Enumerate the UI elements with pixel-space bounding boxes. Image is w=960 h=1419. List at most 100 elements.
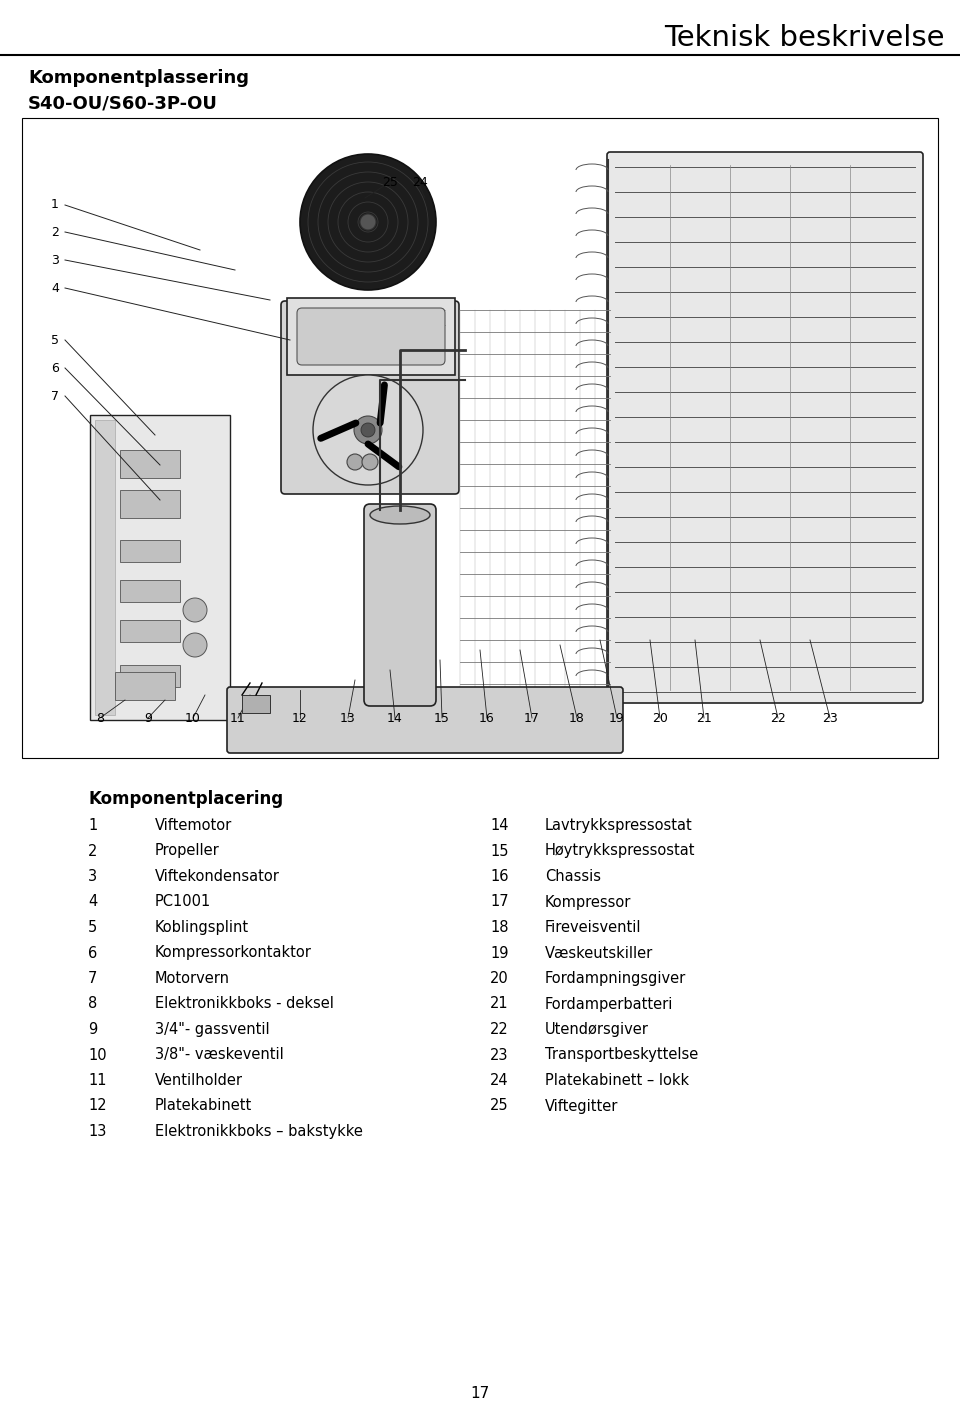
Text: 16: 16 <box>479 711 494 725</box>
Text: 9: 9 <box>88 1022 97 1037</box>
Text: 7: 7 <box>51 389 59 403</box>
Text: Platekabinett – lokk: Platekabinett – lokk <box>545 1073 689 1088</box>
Text: 17: 17 <box>524 711 540 725</box>
Text: 19: 19 <box>490 945 509 961</box>
Text: Utendørsgiver: Utendørsgiver <box>545 1022 649 1037</box>
Text: Væskeutskiller: Væskeutskiller <box>545 945 653 961</box>
Text: PC1001: PC1001 <box>155 894 211 910</box>
Text: Høytrykkspressostat: Høytrykkspressostat <box>545 843 695 858</box>
Text: 3/4"- gassventil: 3/4"- gassventil <box>155 1022 270 1037</box>
Text: 13: 13 <box>88 1124 107 1139</box>
Text: Transportbeskyttelse: Transportbeskyttelse <box>545 1047 698 1063</box>
FancyBboxPatch shape <box>607 152 923 702</box>
Text: 6: 6 <box>51 362 59 375</box>
Text: Elektronikkboks – bakstykke: Elektronikkboks – bakstykke <box>155 1124 363 1139</box>
Text: 22: 22 <box>490 1022 509 1037</box>
Text: 17: 17 <box>470 1385 490 1401</box>
Text: Ventilholder: Ventilholder <box>155 1073 243 1088</box>
Circle shape <box>360 214 376 230</box>
Bar <box>287 298 455 375</box>
Text: 17: 17 <box>490 894 509 910</box>
Bar <box>120 580 180 602</box>
Text: 1: 1 <box>88 817 97 833</box>
Text: 19: 19 <box>610 711 625 725</box>
Text: Lavtrykkspressostat: Lavtrykkspressostat <box>545 817 693 833</box>
Text: 15: 15 <box>490 843 509 858</box>
Text: 22: 22 <box>770 711 786 725</box>
Text: 20: 20 <box>490 971 509 986</box>
Text: 6: 6 <box>88 945 97 961</box>
Text: 1: 1 <box>51 199 59 211</box>
Bar <box>120 620 180 641</box>
Text: 9: 9 <box>144 711 152 725</box>
Text: 20: 20 <box>652 711 668 725</box>
Text: Kompressorkontaktor: Kompressorkontaktor <box>155 945 312 961</box>
Text: 8: 8 <box>96 711 104 725</box>
Text: Koblingsplint: Koblingsplint <box>155 920 250 935</box>
Text: 10: 10 <box>185 711 201 725</box>
Text: Motorvern: Motorvern <box>155 971 230 986</box>
Bar <box>120 541 180 562</box>
Text: 11: 11 <box>88 1073 107 1088</box>
Text: 2: 2 <box>51 226 59 238</box>
FancyBboxPatch shape <box>227 687 623 753</box>
Bar <box>120 450 180 478</box>
Circle shape <box>183 633 207 657</box>
Text: 11: 11 <box>230 711 246 725</box>
Text: 13: 13 <box>340 711 356 725</box>
Text: 4: 4 <box>51 281 59 295</box>
Text: 2: 2 <box>88 843 97 858</box>
Text: Viftekondensator: Viftekondensator <box>155 868 280 884</box>
Text: Propeller: Propeller <box>155 843 220 858</box>
Text: 18: 18 <box>569 711 585 725</box>
Text: 24: 24 <box>490 1073 509 1088</box>
Text: 16: 16 <box>490 868 509 884</box>
Text: 10: 10 <box>88 1047 107 1063</box>
Text: 24: 24 <box>412 176 428 189</box>
Bar <box>90 414 230 719</box>
Text: 23: 23 <box>490 1047 509 1063</box>
Text: Teknisk beskrivelse: Teknisk beskrivelse <box>664 24 945 53</box>
Circle shape <box>183 597 207 622</box>
Text: 4: 4 <box>88 894 97 910</box>
Text: 8: 8 <box>88 996 97 1012</box>
Ellipse shape <box>370 507 430 524</box>
Text: 5: 5 <box>88 920 97 935</box>
Bar <box>242 695 270 712</box>
Text: 23: 23 <box>822 711 838 725</box>
Bar <box>115 673 175 700</box>
Text: 5: 5 <box>51 333 59 346</box>
Circle shape <box>347 454 363 470</box>
Text: Fireveisventil: Fireveisventil <box>545 920 641 935</box>
Bar <box>120 666 180 687</box>
Text: 25: 25 <box>490 1098 509 1114</box>
Text: Komponentplacering: Komponentplacering <box>88 790 283 807</box>
Text: 14: 14 <box>387 711 403 725</box>
Text: Elektronikkboks - deksel: Elektronikkboks - deksel <box>155 996 334 1012</box>
Text: 21: 21 <box>696 711 712 725</box>
Text: 15: 15 <box>434 711 450 725</box>
Circle shape <box>362 454 378 470</box>
Text: Viftemotor: Viftemotor <box>155 817 232 833</box>
FancyBboxPatch shape <box>297 308 445 365</box>
Bar <box>95 420 115 715</box>
Circle shape <box>300 155 436 289</box>
Bar <box>120 490 180 518</box>
Text: Platekabinett: Platekabinett <box>155 1098 252 1114</box>
Text: 14: 14 <box>490 817 509 833</box>
Text: Fordamperbatteri: Fordamperbatteri <box>545 996 673 1012</box>
Text: Komponentplassering: Komponentplassering <box>28 70 249 87</box>
Bar <box>22 118 938 758</box>
FancyBboxPatch shape <box>281 301 459 494</box>
Text: 7: 7 <box>88 971 97 986</box>
Text: Kompressor: Kompressor <box>545 894 632 910</box>
Text: 18: 18 <box>490 920 509 935</box>
Text: S40-OU/S60-3P-OU: S40-OU/S60-3P-OU <box>28 94 218 112</box>
Text: Chassis: Chassis <box>545 868 601 884</box>
Circle shape <box>313 375 423 485</box>
Text: 3/8"- væskeventil: 3/8"- væskeventil <box>155 1047 284 1063</box>
Text: 25: 25 <box>382 176 398 189</box>
Text: 12: 12 <box>88 1098 107 1114</box>
Text: 3: 3 <box>88 868 97 884</box>
Text: 12: 12 <box>292 711 308 725</box>
